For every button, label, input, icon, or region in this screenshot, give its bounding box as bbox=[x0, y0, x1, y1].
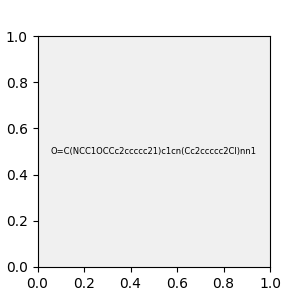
Text: O=C(NCC1OCCc2ccccc21)c1cn(Cc2ccccc2Cl)nn1: O=C(NCC1OCCc2ccccc21)c1cn(Cc2ccccc2Cl)nn… bbox=[51, 147, 257, 156]
